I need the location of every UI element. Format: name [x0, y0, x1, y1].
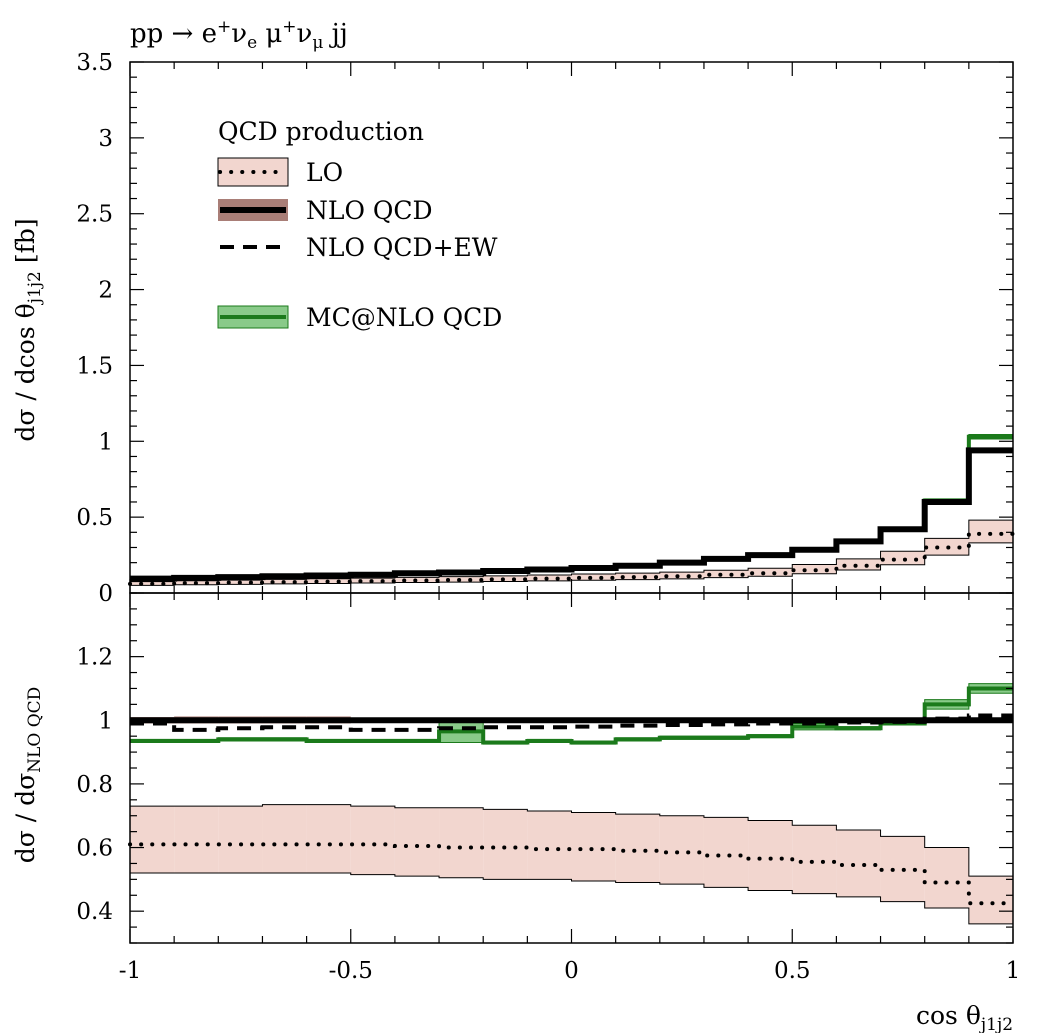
ratio-mc-nlo-qcd-band-high-edge [130, 683, 1013, 742]
ratio-lo-band-low-edge [130, 872, 1013, 925]
ratio-band-lo-bin-6 [394, 807, 440, 877]
ratio-band-lo-bin-10 [571, 812, 616, 881]
ratio-band-lo-bin-11 [615, 814, 660, 883]
main-band-lo-bin-10 [571, 574, 616, 581]
main-ytick-label: 3.5 [76, 50, 113, 76]
legend: QCD production LO NLO QCD NLO QCD+EW MC@NLO… [217, 117, 502, 332]
main-band-lo-bin-14 [748, 568, 793, 577]
ratio-xtick-label: -1 [119, 958, 141, 984]
main-ytick-label: 3 [98, 126, 113, 152]
ratio-xtick-label: 1 [1006, 958, 1021, 984]
main-band-lo-bin-17 [880, 551, 925, 565]
ratio-ytick-label: 0.8 [76, 772, 113, 798]
ratio-xtick-label: 0.5 [774, 958, 811, 984]
ratio-ytick-label: 0.4 [76, 899, 113, 925]
ratio-lo-band-high-edge [130, 804, 1013, 877]
ratio-band-lo-bin-4 [306, 804, 351, 873]
main-band-lo-bin-12 [659, 572, 704, 579]
main-band-lo-bin-16 [836, 558, 881, 570]
main-band-lo-bin-7 [439, 576, 484, 583]
chart-title: pp → e+νe μ+νμ jj [130, 17, 348, 53]
main-panel: 0 0.5 1 1.5 2 2.5 3 3.5 [76, 50, 1015, 607]
ratio-band-lo-bin-19 [968, 876, 1013, 924]
x-axis-title: cos θj1j2 [916, 1001, 1013, 1033]
ratio-band-lo-bin-15 [792, 825, 837, 894]
ratio-band-lo-bin-5 [350, 806, 395, 875]
ratio-band-lo-bin-12 [659, 815, 704, 885]
ratio-band-lo-bin-18 [924, 847, 969, 908]
main-series-nlo-qcd-ew [130, 447, 1013, 581]
main-bands [130, 433, 1013, 586]
ratio-ytick-label: 1.2 [76, 645, 113, 671]
ratio-ytick-label: 1 [98, 708, 113, 734]
ratio-xtick-label: -0.5 [329, 958, 373, 984]
ratio-band-lo-bin-1 [174, 806, 219, 873]
ratio-xtick-label: 0 [564, 958, 579, 984]
legend-label: NLO QCD [306, 196, 433, 225]
ratio-band-lo-bin-8 [483, 809, 528, 880]
main-ytick-label: 0 [98, 581, 113, 607]
main-ytick-label: 1.5 [76, 353, 113, 379]
ratio-series-nlo-qcd-ew [130, 713, 1013, 732]
main-lines [128, 434, 1015, 586]
main-band-lo-bin-19 [968, 520, 1013, 543]
ratio-ytick-label: 0.6 [76, 836, 113, 862]
ratio-lines [128, 686, 1015, 906]
ratio-band-lo-bin-0 [130, 806, 175, 873]
main-band-lo-bin-8 [483, 575, 528, 582]
ratio-x-axis-ticks: -1 -0.5 0 0.5 1 [119, 593, 1021, 984]
ratio-band-lo-bin-14 [748, 820, 793, 891]
ratio-band-lo-bin-2 [218, 806, 263, 873]
main-ytick-label: 0.5 [76, 505, 113, 531]
main-ytick-label: 2 [98, 278, 113, 304]
ratio-panel-frame [129, 592, 1014, 944]
ratio-band-lo-bin-7 [439, 807, 484, 878]
main-ytick-label: 1 [98, 429, 113, 455]
y-axis-title-main: dσ / dcos θj1j2 [fb] [11, 218, 45, 441]
legend-label: MC@NLO QCD [306, 303, 502, 332]
y-axis-title-ratio: dσ / dσNLO QCD [11, 687, 45, 864]
legend-label: NLO QCD+EW [306, 233, 498, 262]
ratio-series-mc-nlo-qcd [130, 686, 1013, 745]
main-lo-band-high-edge [130, 519, 1013, 583]
ratio-y-axis-ticks: 0.4 0.6 0.8 1 1.2 [76, 592, 1013, 944]
legend-item-nlo-qcd-ew: NLO QCD+EW [220, 233, 498, 262]
main-series-lo [128, 531, 1015, 586]
main-band-lo-bin-13 [703, 570, 749, 578]
main-band-lo-bin-11 [615, 573, 660, 580]
ratio-panel: 0.4 0.6 0.8 1 1.2 -1 -0.5 0 0.5 1 [76, 592, 1021, 984]
legend-item-mc-nlo-qcd: MC@NLO QCD [217, 303, 502, 332]
main-y-axis-ticks: 0 0.5 1 1.5 2 2.5 3 3.5 [76, 50, 1013, 607]
ratio-band-lo-bin-9 [527, 810, 572, 880]
legend-item-nlo-qcd: NLO QCD [218, 196, 433, 225]
legend-label: LO [306, 158, 343, 187]
ratio-series-lo [128, 842, 1015, 906]
main-band-lo-bin-9 [527, 574, 572, 581]
ratio-band-lo-bin-16 [836, 830, 881, 897]
ratio-band-lo-bin-13 [703, 817, 749, 888]
ratio-band-lo-bin-3 [262, 804, 307, 873]
legend-item-lo: LO [217, 157, 343, 187]
legend-heading: QCD production [218, 117, 424, 146]
main-ytick-label: 2.5 [76, 202, 113, 228]
